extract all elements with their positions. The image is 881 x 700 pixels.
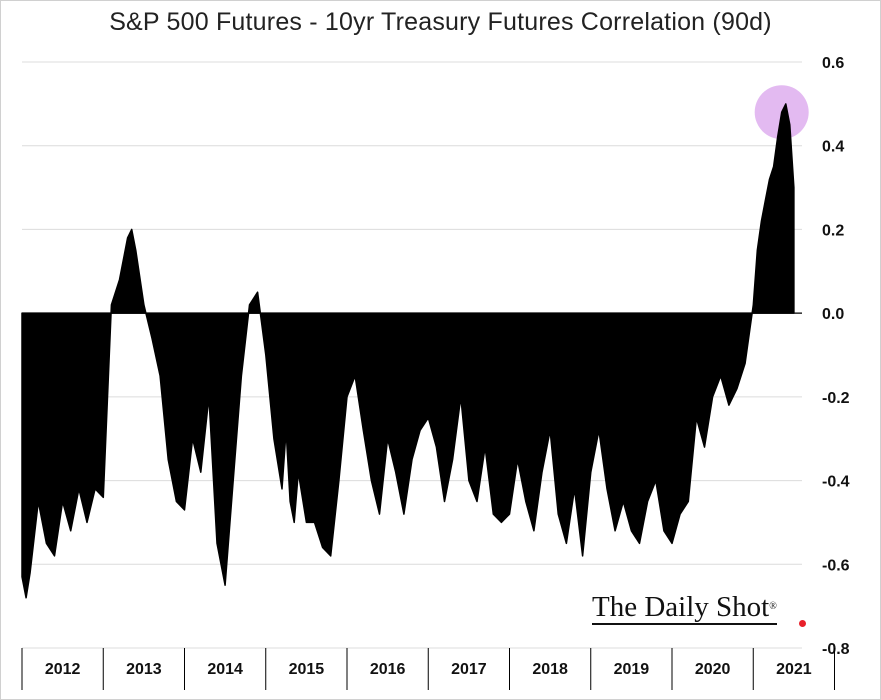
x-tick-label: 2013 — [126, 661, 162, 678]
x-tick-label: 2014 — [207, 661, 243, 678]
y-tick-label: 0.2 — [822, 222, 844, 239]
x-tick-label: 2018 — [532, 661, 568, 678]
x-tick-label: 2012 — [45, 661, 81, 678]
brand-logo: The Daily Shot® — [592, 592, 777, 625]
y-tick-label: -0.4 — [822, 474, 850, 491]
y-axis: 0.6 0.4 0.2 0.0 -0.2 -0.4 -0.6 -0.8 — [822, 55, 850, 658]
x-tick-label: 2020 — [695, 661, 731, 678]
chart-title: S&P 500 Futures - 10yr Treasury Futures … — [109, 8, 772, 36]
brand-red-dot — [799, 620, 806, 627]
brand-registered-mark: ® — [769, 601, 777, 612]
x-tick-label: 2015 — [289, 661, 325, 678]
x-tick-label: 2016 — [370, 661, 406, 678]
y-tick-label: -0.2 — [822, 390, 850, 407]
y-tick-label: -0.6 — [822, 557, 850, 574]
series-area — [21, 103, 795, 599]
y-tick-label: 0.0 — [822, 306, 844, 323]
x-tick-label: 2021 — [776, 661, 812, 678]
x-tick-label: 2017 — [451, 661, 487, 678]
y-tick-label: 0.6 — [822, 55, 844, 72]
series-layer — [21, 103, 795, 599]
x-tick-label: 2019 — [614, 661, 650, 678]
brand-text: The Daily Shot — [592, 591, 770, 623]
y-tick-label: 0.4 — [822, 139, 844, 156]
x-axis: 2012 2013 2014 2015 2016 2017 2018 2019 2020 2021 — [21, 648, 835, 690]
y-tick-label: -0.8 — [822, 641, 850, 658]
